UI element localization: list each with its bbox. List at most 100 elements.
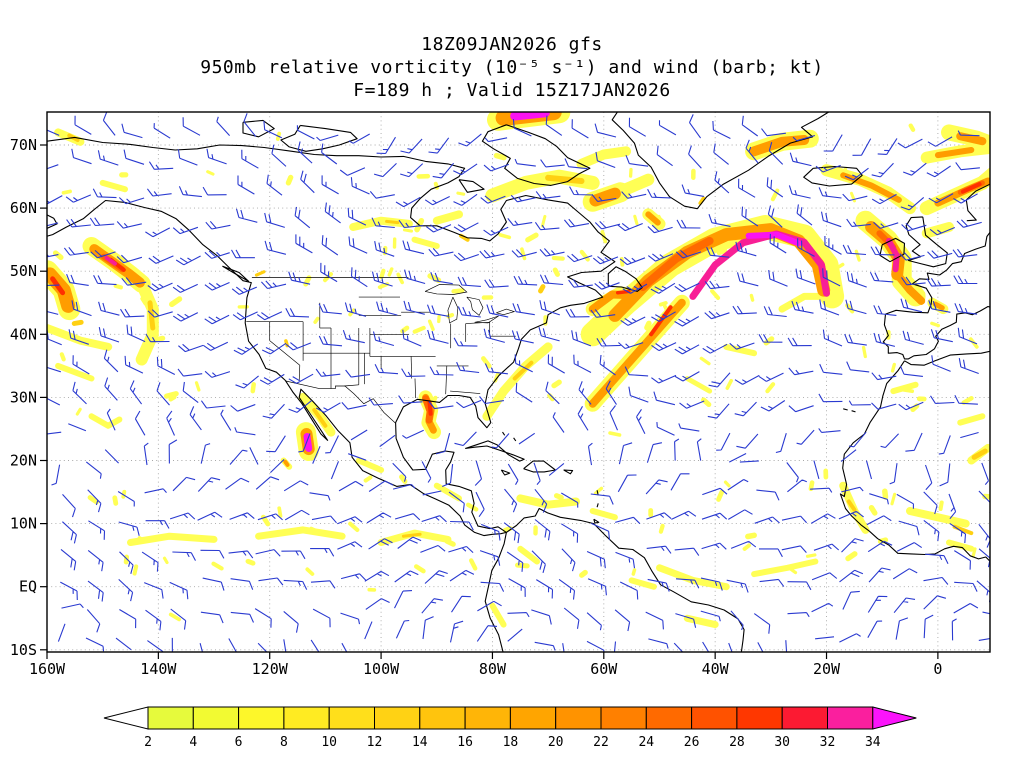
state-border	[450, 390, 481, 394]
state-border	[445, 365, 448, 395]
vorticity-band	[956, 132, 987, 146]
vorticity-band	[47, 324, 113, 351]
coastline-path	[47, 199, 507, 537]
vorticity-speckle	[168, 394, 177, 402]
vorticity-speckle	[466, 502, 479, 512]
vorticity-speckle	[469, 558, 478, 571]
vorticity-band	[50, 276, 66, 296]
vorticity-speckle	[938, 500, 944, 511]
colorbar-label: 34	[865, 735, 881, 750]
vorticity-band	[99, 179, 128, 193]
vorticity-speckle	[961, 396, 974, 405]
vorticity-speckle	[254, 270, 266, 277]
vorticity-speckle	[837, 262, 845, 269]
coastline-path	[803, 165, 863, 187]
vorticity-speckle	[553, 493, 564, 501]
colorbar-label: 28	[729, 735, 745, 750]
chart-title-block: 18Z09JAN2026 gfs 950mb relative vorticit…	[0, 33, 1024, 102]
y-axis-label: 20N	[10, 452, 37, 470]
map-content	[47, 112, 990, 652]
vorticity-band	[255, 526, 346, 540]
lake-outline	[466, 296, 484, 316]
colorbar-label: 8	[280, 735, 288, 750]
vorticity-band	[934, 147, 975, 159]
vorticity-band	[683, 614, 719, 629]
vorticity-band	[147, 300, 156, 331]
x-axis-label: 120W	[252, 660, 289, 678]
colorbar-segment	[509, 706, 557, 730]
colorbar: 2 4 6 8 10 12 14 16 18 20 22 24 26 28 30 32 34	[103, 706, 917, 750]
vorticity-speckle	[868, 505, 878, 516]
colorbar-label: 24	[638, 735, 654, 750]
vorticity-speckle	[908, 123, 916, 132]
x-axis-label: 40W	[702, 660, 730, 678]
vorticity-speckle	[658, 523, 665, 534]
vorticity-speckle	[277, 506, 283, 518]
vorticity-band	[946, 539, 975, 552]
colorbar-label: 18	[503, 735, 519, 750]
vorticity-speckle	[631, 568, 637, 576]
coastline-path	[843, 408, 848, 411]
coastline-path	[47, 136, 616, 533]
coastline-path	[593, 518, 600, 524]
colorbar-segment	[600, 706, 647, 730]
coastlines	[47, 112, 990, 652]
vorticity-speckle	[377, 282, 390, 290]
vorticity-band	[957, 413, 986, 426]
y-axis-label: 10S	[10, 641, 37, 659]
chart-title-valid: F=189 h ; Valid 15Z17JAN2026	[353, 80, 671, 101]
vorticity-band	[906, 507, 970, 528]
vorticity-speckle	[87, 495, 99, 505]
vorticity-band	[723, 343, 758, 357]
vorticity-band	[127, 532, 218, 546]
coastline-path	[500, 469, 511, 476]
colorbar-label: 4	[189, 735, 197, 750]
vorticity-speckle	[723, 480, 731, 488]
vorticity-speckle	[387, 267, 394, 277]
x-axis-label: 100W	[363, 660, 400, 678]
vorticity-band	[545, 174, 585, 184]
coastline-path	[513, 437, 517, 442]
vorticity-speckle	[363, 475, 373, 483]
vorticity-speckle	[552, 267, 560, 277]
y-axis-label: 40N	[10, 325, 37, 343]
colorbar-segment	[419, 706, 466, 730]
vorticity-speckle	[716, 489, 725, 502]
vorticity-speckle	[710, 289, 721, 300]
vorticity-speckle	[414, 564, 426, 574]
vorticity-band	[516, 494, 580, 509]
colorbar-label: 26	[684, 735, 700, 750]
vorticity-speckle	[121, 489, 127, 499]
state-border	[414, 378, 416, 399]
vorticity-speckle	[194, 381, 201, 392]
state-border	[465, 321, 490, 324]
vorticity-speckle	[123, 554, 130, 565]
wind-barbs-layer	[47, 112, 990, 652]
vorticity-speckle	[379, 268, 386, 280]
vorticity-speckle	[608, 431, 622, 437]
vorticity-band	[952, 524, 974, 536]
vorticity-speckle	[245, 558, 256, 566]
vorticity-speckle	[493, 152, 507, 161]
coastline-path	[879, 237, 906, 263]
coastline-path	[607, 266, 643, 292]
vorticity-speckle	[845, 551, 858, 562]
vorticity-band	[960, 182, 982, 194]
colorbar-label: 32	[820, 735, 836, 750]
vorticity-speckle	[427, 319, 435, 332]
coastline-path	[904, 350, 990, 366]
coastline-path	[481, 124, 591, 186]
colorbar-segment	[192, 706, 240, 730]
vorticity-speckle	[551, 255, 565, 261]
y-axis-label: EQ	[19, 578, 37, 596]
vorticity-speckle	[854, 249, 861, 262]
vorticity-shading-layer	[47, 112, 990, 629]
vorticity-speckle	[971, 547, 977, 558]
vorticity-speckle	[716, 248, 728, 256]
x-axis-label: 140W	[140, 660, 177, 678]
colorbar-segment	[645, 706, 693, 730]
vorticity-band	[411, 236, 440, 249]
vorticity-speckle	[164, 391, 179, 399]
coastline-path	[611, 112, 830, 210]
